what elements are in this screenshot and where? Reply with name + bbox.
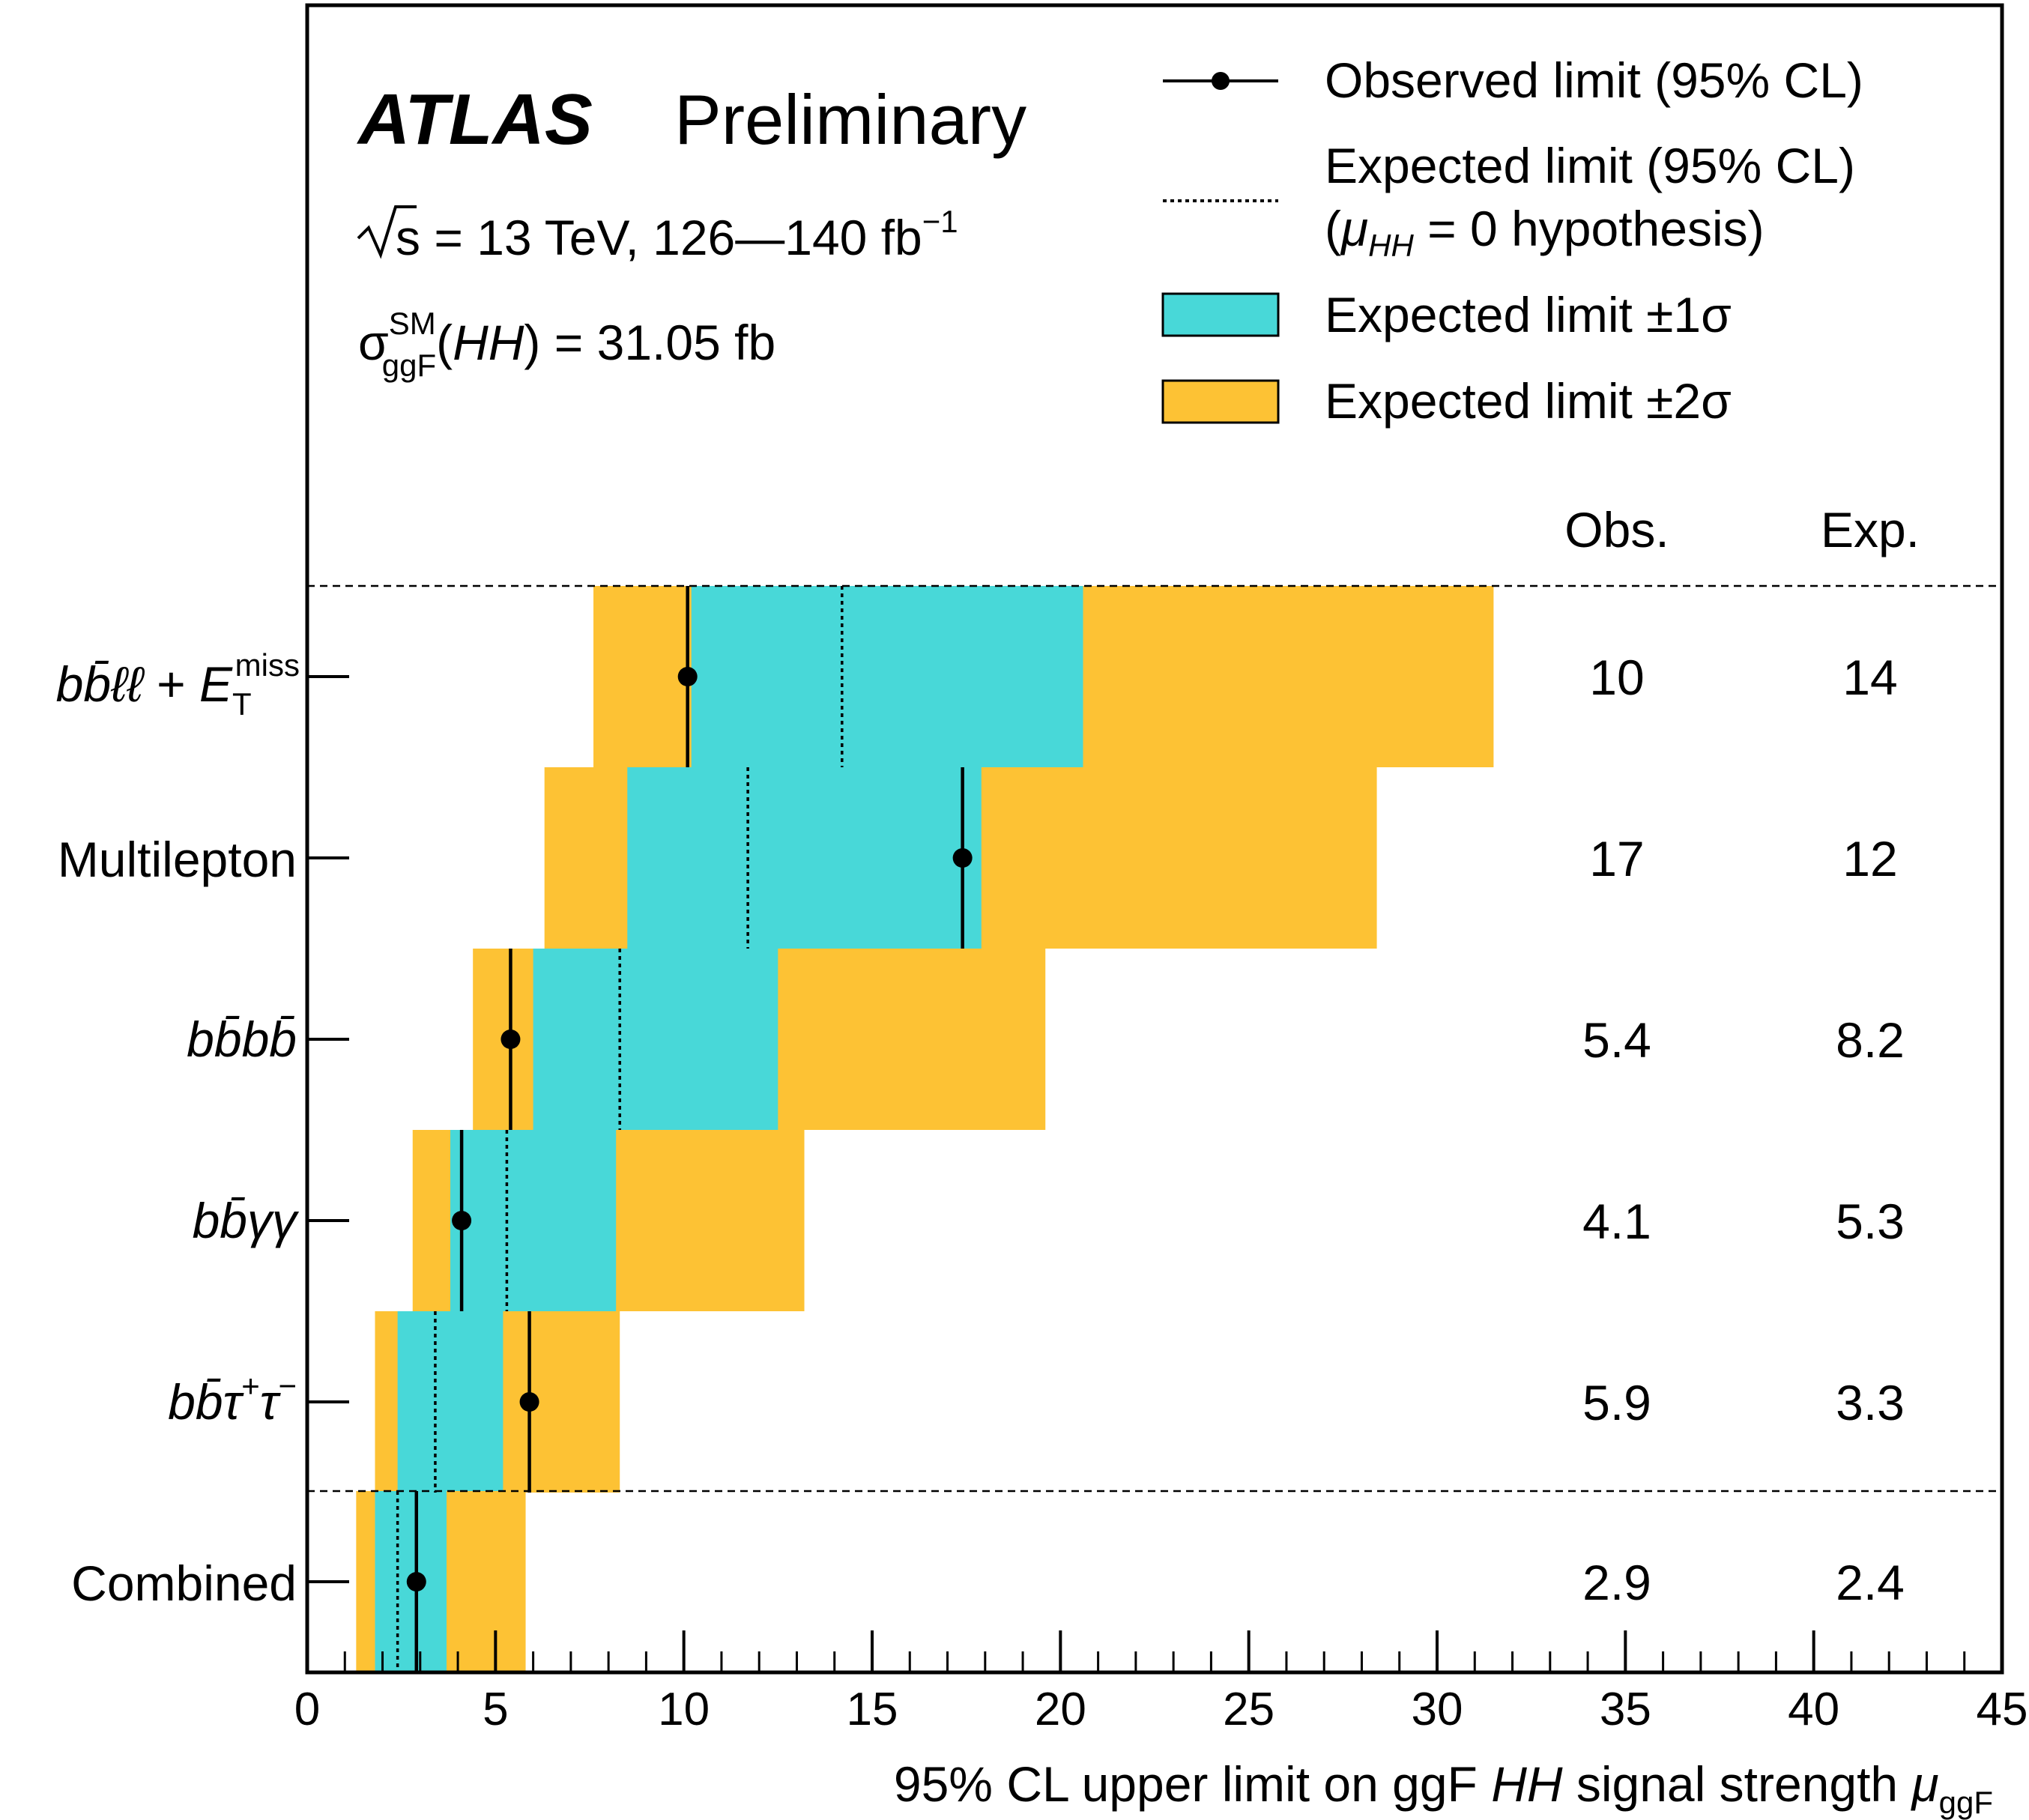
- y-axis: [307, 675, 349, 1583]
- x-tick-label: 20: [1035, 1684, 1086, 1735]
- observed-value: 17: [1589, 831, 1644, 886]
- expected-value: 5.3: [1836, 1194, 1905, 1249]
- limit-bands: [356, 586, 1494, 1672]
- x-tick-label: 10: [658, 1684, 710, 1735]
- category-label-bbbb: bb̄bb̄: [187, 1012, 297, 1067]
- legend-two-sigma: Expected limit ±2σ: [1161, 373, 1732, 429]
- expected-value: 8.2: [1836, 1012, 1905, 1068]
- category-label-bbyy: bb̄γγ: [193, 1193, 300, 1248]
- one-sigma-band: [691, 586, 1083, 767]
- expected-value: 14: [1842, 650, 1897, 705]
- observed-value: 4.1: [1582, 1194, 1651, 1249]
- observed-value: 5.9: [1582, 1375, 1651, 1430]
- energy-label: s = 13 TeV, 126—140 fb−1: [357, 204, 958, 265]
- one-sigma-band: [450, 1130, 617, 1311]
- observed-limit-point: [452, 1211, 472, 1230]
- observed-value: 5.4: [1582, 1012, 1651, 1068]
- observed-limit-point: [677, 667, 698, 686]
- legend: Observed limit (95% CL) Expected limit (…: [1161, 52, 1863, 429]
- observed-limit-point: [501, 1030, 521, 1049]
- x-tick-label: 5: [483, 1684, 508, 1735]
- observed-marker-icon: [1212, 72, 1230, 90]
- svg-text:s = 13 TeV, 126—140 fb−1: s = 13 TeV, 126—140 fb−1: [396, 204, 958, 265]
- x-axis-label: 95% CL upper limit on ggF HH signal stre…: [894, 1756, 1993, 1820]
- x-axis: 0 5 10 15 20 25 30 35 40 45: [294, 1630, 2028, 1735]
- category-label-multilepton: Multilepton: [58, 832, 297, 887]
- category-labels: bb̄ℓℓ + ETmiss Multilepton bb̄bb̄ bb̄γγ …: [56, 647, 300, 1611]
- svg-text:Expected limit ±1σ: Expected limit ±1σ: [1325, 287, 1732, 342]
- expected-value: 3.3: [1836, 1375, 1905, 1430]
- one-sigma-band: [397, 1311, 504, 1493]
- value-columns: 10 14 17 12 5.4 8.2 4.1 5.3 5.9 3.3 2.9 2.4: [1582, 650, 1905, 1610]
- observed-value: 2.9: [1582, 1555, 1651, 1610]
- xsec-label: σSM ggF(HH) = 31.05 fb: [358, 306, 775, 383]
- category-label-bbll: bb̄ℓℓ + ETmiss: [56, 647, 300, 722]
- svg-text:Observed limit (95% CL): Observed limit (95% CL): [1325, 52, 1863, 108]
- x-tick-label: 15: [847, 1684, 898, 1735]
- limit-marks: [396, 586, 973, 1672]
- expected-value: 2.4: [1836, 1555, 1905, 1610]
- legend-expected: Expected limit (95% CL) (μHH = 0 hypothe…: [1163, 138, 1855, 263]
- legend-observed: Observed limit (95% CL): [1163, 52, 1863, 108]
- category-label-bbtautau: bb̄τ+τ−: [168, 1368, 297, 1430]
- x-tick-label: 0: [294, 1684, 320, 1735]
- experiment-label: ATLAS: [357, 79, 593, 160]
- one-sigma-band: [533, 949, 778, 1130]
- x-tick-label: 30: [1412, 1684, 1463, 1735]
- one-sigma-band: [627, 767, 982, 949]
- exp-column-header: Exp.: [1821, 502, 1920, 557]
- plot-frame: [305, 3, 2004, 1675]
- observed-limit-point: [952, 848, 973, 868]
- obs-column-header: Obs.: [1564, 502, 1669, 557]
- status-label: Preliminary: [674, 80, 1026, 159]
- expected-value: 12: [1842, 831, 1897, 886]
- svg-text:(μHH = 0 hypothesis): (μHH = 0 hypothesis): [1325, 201, 1765, 263]
- legend-one-sigma: Expected limit ±1σ: [1161, 287, 1732, 342]
- svg-text:Expected limit (95% CL): Expected limit (95% CL): [1325, 138, 1855, 193]
- x-tick-label: 45: [1977, 1684, 2028, 1735]
- observed-limit-point: [519, 1392, 539, 1412]
- svg-text:Expected limit ±2σ: Expected limit ±2σ: [1325, 373, 1732, 429]
- x-tick-label: 25: [1223, 1684, 1274, 1735]
- observed-value: 10: [1589, 650, 1644, 705]
- category-label-combined: Combined: [71, 1556, 297, 1611]
- observed-limit-point: [406, 1572, 426, 1591]
- sqrt-icon: [357, 205, 417, 259]
- x-tick-label: 40: [1788, 1684, 1839, 1735]
- x-tick-label: 35: [1600, 1684, 1651, 1735]
